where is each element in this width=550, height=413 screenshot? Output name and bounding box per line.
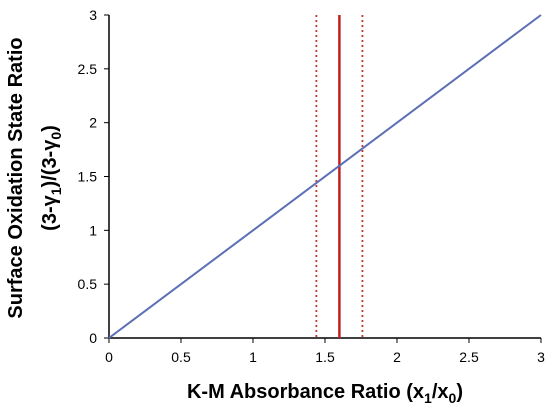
x-tick-label: 1 bbox=[249, 349, 257, 365]
y-tick-labels: 0 0.5 1 1.5 2 2.5 3 bbox=[78, 7, 98, 346]
x-tick-label: 3 bbox=[537, 349, 545, 365]
x-tick-label: 1.5 bbox=[315, 349, 335, 365]
x-tick-label: 0 bbox=[105, 349, 113, 365]
y-tick-label: 2.5 bbox=[78, 61, 98, 77]
x-tick-labels: 0 0.5 1 1.5 2 2.5 3 bbox=[105, 349, 545, 365]
y-tick-label: 0 bbox=[89, 330, 97, 346]
x-axis-title: K-M Absorbance Ratio (x1/x0) bbox=[187, 381, 463, 406]
y-axis-title-line2: (3-γ1)/(3-γ0) bbox=[39, 125, 64, 231]
plot-area bbox=[104, 14, 542, 343]
y-tick-label: 2 bbox=[89, 115, 97, 131]
x-tick-label: 0.5 bbox=[171, 349, 191, 365]
x-tick-label: 2.5 bbox=[459, 349, 479, 365]
y-tick-label: 1 bbox=[89, 222, 97, 238]
y-axis-title-line1: Surface Oxidation State Ratio bbox=[5, 37, 27, 318]
series-line-0 bbox=[108, 14, 542, 339]
y-tick-label: 1.5 bbox=[78, 169, 98, 185]
y-tick-label: 0.5 bbox=[78, 276, 98, 292]
y-tick-label: 3 bbox=[89, 7, 97, 23]
x-tick-label: 2 bbox=[393, 349, 401, 365]
